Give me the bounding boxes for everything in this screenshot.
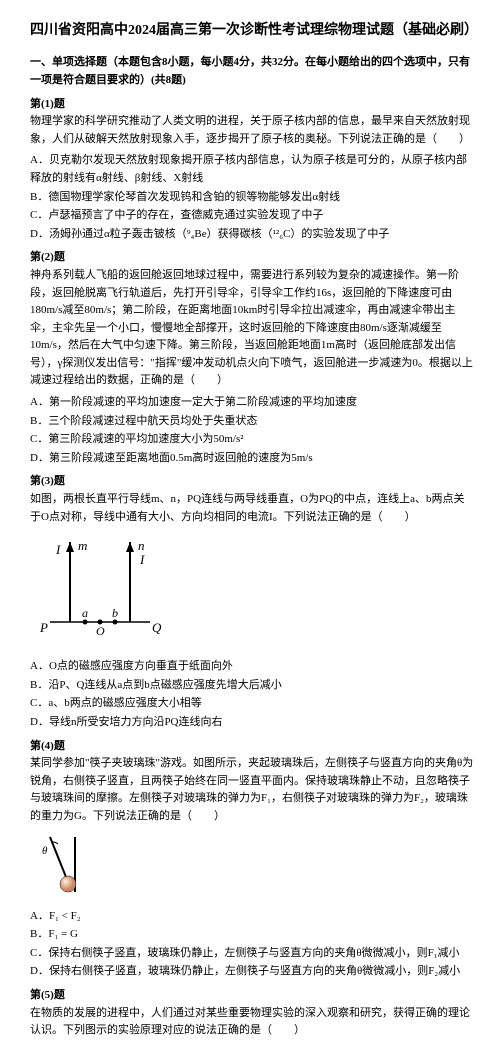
q4-body: 某同学参加"筷子夹玻璃珠"游戏。如图所示，夹起玻璃珠后，左侧筷子与竖直方向的夹角… [30, 755, 474, 825]
q2-opt-c: C．第三阶段减速的平均加速度大小为50m/s² [30, 431, 474, 449]
q3-opt-a: A．O点的磁感应强度方向垂直于纸面向外 [30, 658, 474, 676]
q1-opt-b: B．德国物理学家伦琴首次发现钨和含铂的钡等物能够发出α射线 [30, 189, 474, 207]
q2-opt-b: B．三个阶段减速过程中航天员均处于失重状态 [30, 413, 474, 431]
q4-number: 第(4)题 [30, 738, 474, 756]
q2-opt-a: A．第一阶段减速的平均加速度一定大于第二阶段减速的平均加速度 [30, 394, 474, 412]
fig3-label-I2: I [139, 552, 145, 567]
q3-number: 第(3)题 [30, 473, 474, 491]
fig3-label-m: m [78, 538, 87, 553]
fig3-label-a: a [82, 606, 88, 620]
q1-opt-d: D．汤姆孙通过α粒子轰击铍核（⁹₄Be）获得碳核（¹²₆C）的实验发现了中子 [30, 226, 474, 244]
q4-opt-b: B．F₁ = G [30, 926, 474, 944]
fig4-label-theta: θ [42, 845, 48, 857]
fig3-label-O: O [96, 624, 105, 638]
q3-opt-b: B．沿P、Q连线从a点到b点磁感应强度先增大后减小 [30, 677, 474, 695]
fig3-label-b: b [112, 606, 118, 620]
q1-opt-c: C．卢瑟福预言了中子的存在，查德威克通过实验发现了中子 [30, 207, 474, 225]
section-1-heading: 一、单项选择题（本题包含8小题，每小题4分，共32分。在每小题给出的四个选项中，… [30, 54, 474, 89]
fig3-label-I1: I [55, 542, 61, 557]
fig3-label-n: n [138, 538, 145, 553]
q3-opt-c: C．a、b两点的磁感应强度大小相等 [30, 695, 474, 713]
q3-figure: m I n I P Q a O b [30, 532, 474, 652]
q3-opt-d: D．导线n所受安培力方向沿PQ连线向右 [30, 714, 474, 732]
page-title: 四川省资阳高中2024届高三第一次诊断性考试理综物理试题（基础必刷） [30, 20, 474, 42]
q3-body: 如图，两根长直平行导线m、n，PQ连线与两导线垂直，O为PQ的中点，连线上a、b… [30, 491, 474, 526]
q4-figure: θ [30, 832, 474, 902]
fig3-label-Q: Q [152, 620, 162, 635]
q1-body: 物理学家的科学研究推动了人类文明的进程，关于原子核内部的信息，最早来自天然放射现… [30, 113, 474, 148]
q2-number: 第(2)题 [30, 249, 474, 267]
q2-body: 神舟系列载人飞船的返回舱返回地球过程中，需要进行系列较为复杂的减速操作。第一阶段… [30, 267, 474, 390]
q4-opt-c: C．保持右侧筷子竖直，玻璃珠仍静止，左侧筷子与竖直方向的夹角θ微微减小，则F₁减… [30, 945, 474, 963]
q2-opt-d: D．第三阶段减速至距离地面0.5m高时返回舱的速度为5m/s [30, 450, 474, 468]
q1-opt-a: A．贝克勒尔发现天然放射现象揭开原子核内部信息，认为原子核是可分的，从原子核内部… [30, 152, 474, 187]
q4-opt-a: A．F₁ < F₂ [30, 908, 474, 926]
q3-options: A．O点的磁感应强度方向垂直于纸面向外 B．沿P、Q连线从a点到b点磁感应强度先… [30, 658, 474, 731]
q1-number: 第(1)题 [30, 96, 474, 114]
q4-opt-d: D．保持右侧筷子竖直，玻璃珠仍静止，左侧筷子与竖直方向的夹角θ微微减小，则F₂减… [30, 963, 474, 981]
fig3-label-P: P [39, 620, 48, 635]
q5-body: 在物质的发展的进程中，人们通过对某些重要物理实验的深入观察和研究，获得正确的理论… [30, 1005, 474, 1040]
q1-options: A．贝克勒尔发现天然放射现象揭开原子核内部信息，认为原子核是可分的，从原子核内部… [30, 152, 474, 243]
q2-options: A．第一阶段减速的平均加速度一定大于第二阶段减速的平均加速度 B．三个阶段减速过… [30, 394, 474, 467]
q4-options: A．F₁ < F₂ B．F₁ = G C．保持右侧筷子竖直，玻璃珠仍静止，左侧筷… [30, 908, 474, 981]
q5-number: 第(5)题 [30, 987, 474, 1005]
